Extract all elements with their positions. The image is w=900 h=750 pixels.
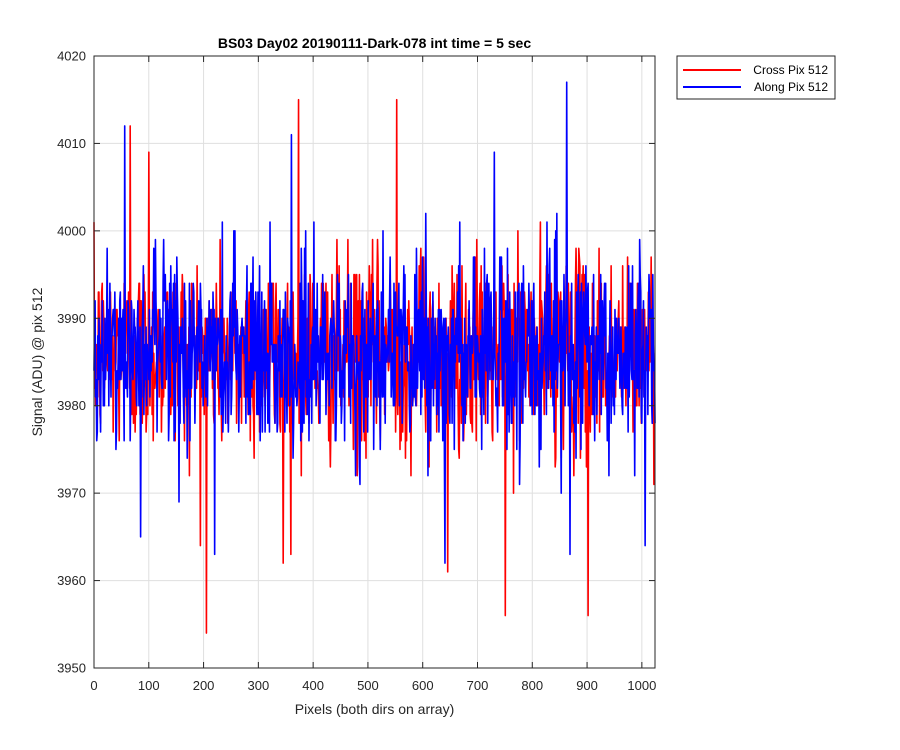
x-tick-label: 900: [576, 678, 598, 693]
x-tick-label: 0: [90, 678, 97, 693]
y-tick-label: 4010: [57, 136, 86, 151]
y-tick-label: 4000: [57, 223, 86, 238]
x-tick-label: 700: [467, 678, 489, 693]
x-tick-label: 500: [357, 678, 379, 693]
series-layer: [93, 81, 656, 634]
axis-ticks: 0 100 200 300 400 500 600 700 800 900 1000 3950 3960…: [57, 49, 656, 694]
x-tick-label: 1000: [627, 678, 656, 693]
y-tick-label: 3950: [57, 661, 86, 676]
x-tick-label: 300: [248, 678, 270, 693]
legend: Cross Pix 512 Along Pix 512: [676, 55, 836, 100]
x-tick-label: 200: [193, 678, 215, 693]
y-axis-label: Signal (ADU) @ pix 512: [29, 287, 45, 436]
y-tick-label: 3990: [57, 311, 86, 326]
legend-label-along: Along Pix 512: [754, 80, 828, 94]
x-tick-label: 600: [412, 678, 434, 693]
legend-label-cross: Cross Pix 512: [753, 63, 828, 77]
x-tick-label: 800: [521, 678, 543, 693]
legend-box: [676, 55, 836, 100]
chart-title: BS03 Day02 20190111-Dark-078 int time = …: [218, 35, 531, 51]
y-tick-label: 3980: [57, 398, 86, 413]
y-tick-label: 3960: [57, 573, 86, 588]
x-tick-label: 400: [302, 678, 324, 693]
series-line-along: [93, 81, 656, 564]
y-tick-label: 3970: [57, 486, 86, 501]
x-axis-label: Pixels (both dirs on array): [295, 701, 455, 717]
plot-frame: [93, 55, 656, 669]
y-tick-label: 4020: [57, 49, 86, 64]
x-tick-label: 100: [138, 678, 160, 693]
